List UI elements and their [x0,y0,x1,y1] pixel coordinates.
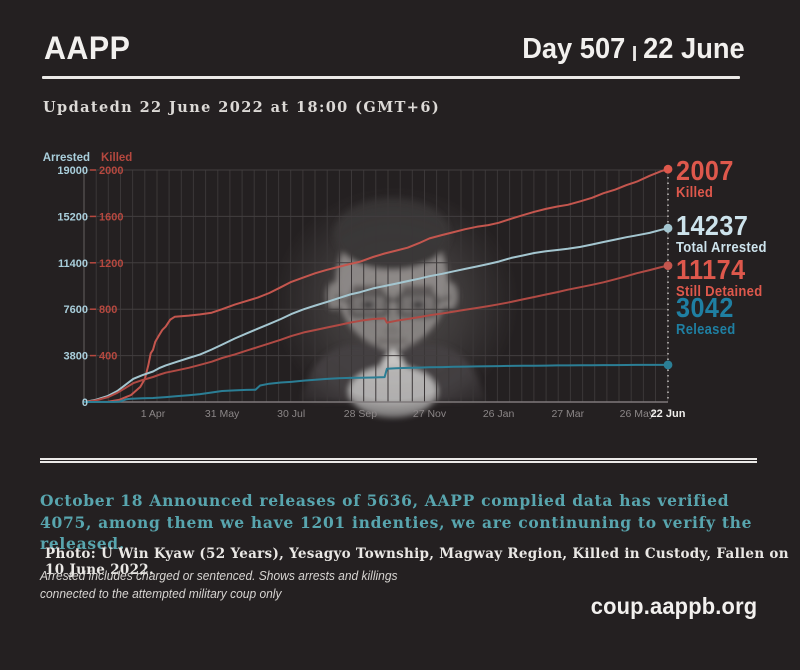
svg-text:15200: 15200 [57,211,88,223]
svg-text:7600: 7600 [64,304,88,316]
detained-total: 11174 [676,254,746,285]
section-rule [40,458,757,463]
svg-text:31 May: 31 May [205,408,240,420]
svg-text:11400: 11400 [58,258,88,270]
chart-axis-labels: Arrested Killed 0 3800 7600 11400 15200 19000 40… [43,152,686,420]
portrait-photo [271,186,519,418]
annotation-total-arrested: 14237 Total Arrested [676,210,767,256]
svg-text:3800: 3800 [64,351,88,363]
release-verification-note: October 18 Announced releases of 5636, A… [40,491,753,554]
svg-text:26 Jan: 26 Jan [483,408,515,420]
disclaimer-line-2: connected to the attempted military coup… [40,587,282,602]
svg-text:1200: 1200 [99,258,123,270]
killed-total: 2007 [676,155,734,186]
svg-text:22 Jun: 22 Jun [651,408,686,420]
svg-text:26 May: 26 May [620,408,655,420]
svg-text:28 Sep: 28 Sep [344,408,377,420]
methodology-disclaimer: Arrested includes charged or sentenced. … [40,567,398,603]
annotation-killed: 2007 Killed [676,155,734,201]
svg-text:1600: 1600 [99,211,123,223]
svg-text:1 Apr: 1 Apr [141,408,166,420]
aapp-logo: AAPP [44,30,131,66]
separator-bar [633,46,636,61]
svg-text:Arrested: Arrested [43,152,90,164]
svg-text:30 Jul: 30 Jul [277,408,305,420]
svg-text:800: 800 [99,304,117,316]
photo-caption: Photo: U Win Kyaw (52 Years), Yesagyo To… [45,546,789,578]
svg-text:400: 400 [99,351,117,363]
day-counter: Day 507 22 June [523,33,745,66]
released-total: 3042 [676,292,734,323]
svg-text:27 Nov: 27 Nov [413,408,447,420]
annotation-released: 3042 Released [676,292,736,338]
svg-text:Killed: Killed [101,152,132,164]
svg-text:0: 0 [82,397,88,409]
disclaimer-line-1: Arrested includes charged or sentenced. … [40,569,398,583]
arrested-label: Total Arrested [676,239,767,256]
svg-text:19000: 19000 [57,165,88,177]
arrests-killings-chart: Arrested Killed 0 3800 7600 11400 15200 19000 40… [43,152,686,420]
arrested-total: 14237 [676,210,749,241]
detained-label: Still Detained [676,283,763,300]
svg-text:2000: 2000 [99,165,123,177]
released-label: Released [676,321,736,338]
updated-timestamp: Updatedn 22 June 2022 at 18:00 (GMT+6) [43,99,441,116]
header-rule [42,76,740,79]
website-url: coup.aappb.org [590,593,757,619]
date-label: 22 June [643,33,745,65]
killed-label: Killed [676,184,714,201]
svg-text:27 Mar: 27 Mar [551,408,584,420]
chart-series [84,164,673,403]
day-label: Day 507 [522,33,626,65]
chart-gridlines [83,169,669,403]
annotation-still-detained: 11174 Still Detained [676,254,763,300]
